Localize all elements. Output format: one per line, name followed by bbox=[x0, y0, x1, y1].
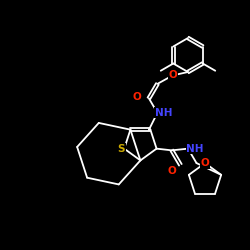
Text: NH: NH bbox=[154, 108, 172, 118]
Text: O: O bbox=[201, 158, 209, 168]
Text: S: S bbox=[118, 144, 125, 154]
Text: O: O bbox=[168, 70, 177, 81]
Text: NH: NH bbox=[186, 144, 204, 154]
Text: O: O bbox=[168, 166, 176, 176]
Text: O: O bbox=[132, 92, 141, 102]
